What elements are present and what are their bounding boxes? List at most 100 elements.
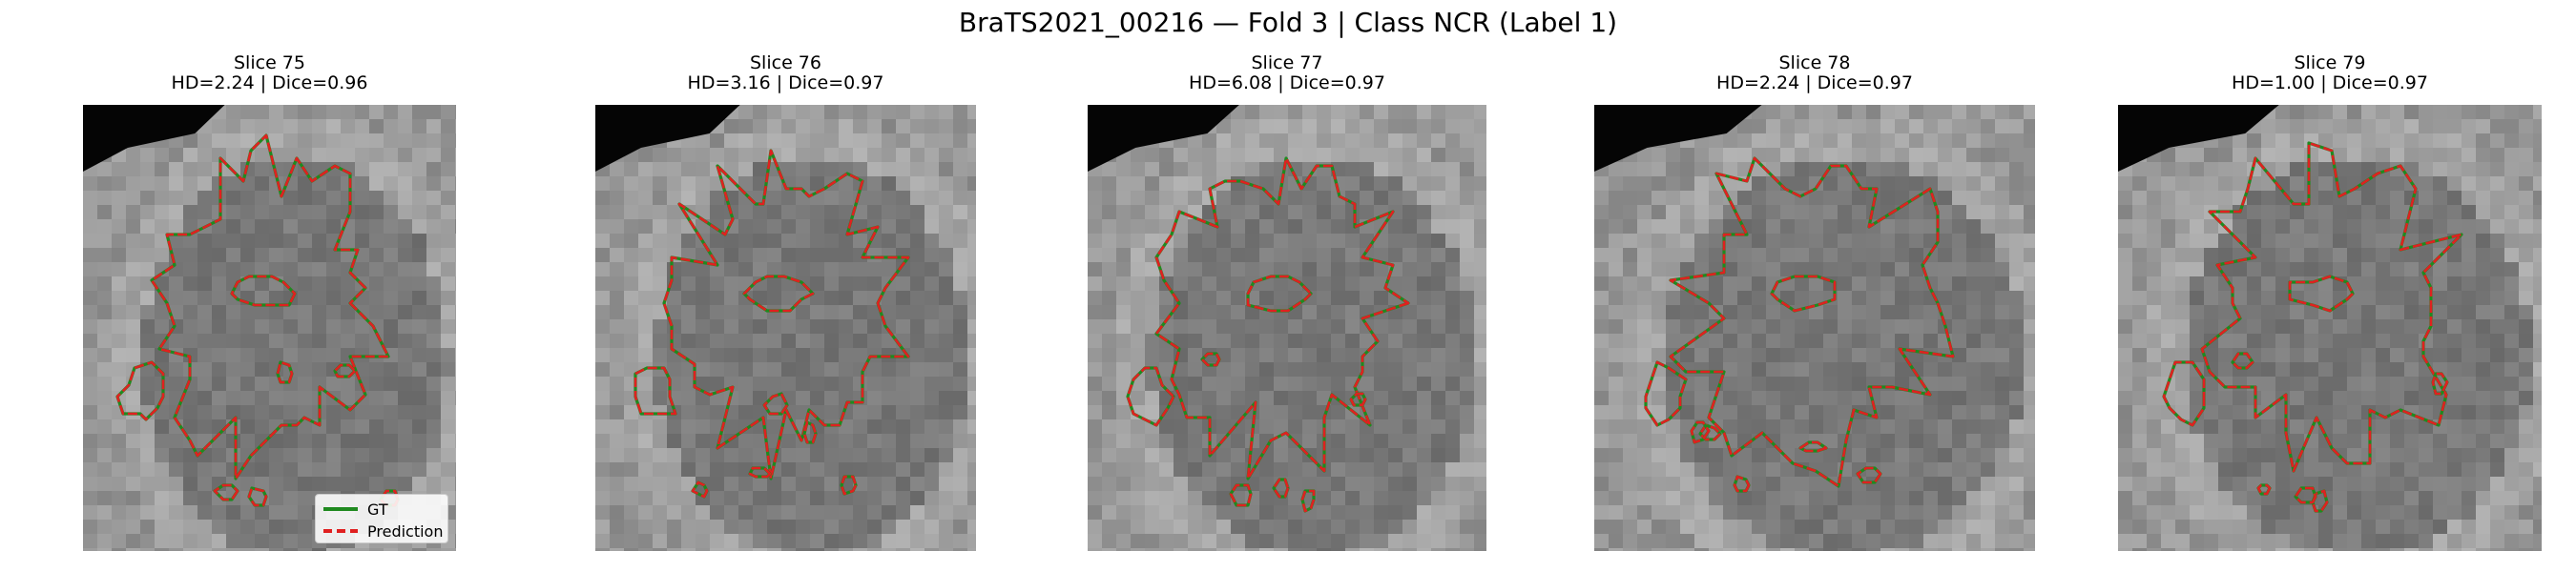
image-pixel: [1652, 348, 1666, 362]
image-pixel: [1795, 276, 1809, 291]
image-pixel: [1737, 348, 1752, 362]
image-pixel: [226, 505, 240, 520]
image-pixel: [1623, 276, 1637, 291]
image-pixel: [1666, 548, 1680, 551]
image-pixel: [1623, 162, 1637, 176]
image-pixel: [882, 477, 896, 491]
image-pixel: [1909, 305, 1923, 319]
image-pixel: [1245, 162, 1259, 176]
image-pixel: [412, 234, 426, 248]
image-pixel: [1909, 334, 1923, 348]
image-pixel: [853, 262, 867, 276]
image-pixel: [384, 477, 398, 491]
image-pixel: [269, 434, 283, 448]
image-pixel: [1417, 248, 1431, 262]
image-pixel: [724, 162, 738, 176]
image-pixel: [1995, 176, 2009, 191]
image-pixel: [853, 348, 867, 362]
image-pixel: [1952, 291, 1966, 305]
image-pixel: [1680, 391, 1694, 405]
mri-slice-with-contours: [1594, 105, 2035, 551]
image-pixel: [2462, 334, 2476, 348]
image-pixel: [355, 105, 369, 119]
image-pixel: [2376, 319, 2390, 334]
image-pixel: [1995, 377, 2009, 391]
slice-title: Slice 78: [1778, 52, 1851, 73]
image-pixel: [2447, 362, 2462, 377]
image-pixel: [140, 291, 155, 305]
image-pixel: [1145, 377, 1159, 391]
image-pixel: [2009, 477, 2024, 491]
image-pixel: [896, 434, 910, 448]
image-pixel: [1317, 319, 1331, 334]
image-pixel: [1666, 191, 1680, 205]
image-pixel: [197, 176, 212, 191]
image-pixel: [1838, 334, 1852, 348]
image-pixel: [312, 434, 326, 448]
image-pixel: [2404, 377, 2419, 391]
image-pixel: [2024, 119, 2035, 133]
image-pixel: [1938, 520, 1952, 534]
image-pixel: [1895, 548, 1909, 551]
image-pixel: [910, 491, 924, 505]
image-pixel: [1866, 148, 1880, 162]
image-pixel: [1102, 234, 1116, 248]
image-pixel: [2318, 234, 2333, 248]
image-pixel: [1594, 534, 1609, 548]
image-pixel: [1895, 405, 1909, 419]
image-pixel: [283, 477, 298, 491]
image-pixel: [326, 133, 341, 148]
image-pixel: [839, 291, 853, 305]
image-pixel: [1923, 520, 1938, 534]
image-pixel: [1737, 391, 1752, 405]
image-pixel: [2204, 191, 2218, 205]
image-pixel: [1116, 377, 1131, 391]
image-pixel: [2333, 419, 2347, 434]
image-pixel: [1966, 334, 1981, 348]
image-pixel: [610, 162, 624, 176]
image-pixel: [1188, 162, 1202, 176]
prediction-contour: [2231, 352, 2254, 370]
image-pixel: [2247, 133, 2261, 148]
image-pixel: [155, 462, 169, 477]
image-pixel: [2233, 262, 2247, 276]
image-pixel: [2175, 348, 2190, 362]
image-pixel: [1623, 477, 1637, 491]
image-pixel: [1909, 434, 1923, 448]
image-pixel: [1838, 305, 1852, 319]
image-pixel: [1202, 548, 1216, 551]
image-pixel: [326, 105, 341, 119]
image-pixel: [1245, 334, 1259, 348]
image-pixel: [1852, 448, 1866, 462]
image-pixel: [2261, 234, 2275, 248]
image-pixel: [212, 534, 226, 548]
image-pixel: [1288, 548, 1302, 551]
image-pixel: [1417, 405, 1431, 419]
image-pixel: [824, 205, 839, 219]
image-pixel: [1417, 148, 1431, 162]
image-pixel: [2447, 520, 2462, 534]
image-pixel: [2376, 262, 2390, 276]
image-pixel: [1374, 362, 1388, 377]
image-pixel: [126, 548, 140, 551]
image-pixel: [269, 348, 283, 362]
image-pixel: [312, 234, 326, 248]
image-pixel: [1594, 391, 1609, 405]
image-pixel: [1131, 334, 1145, 348]
image-pixel: [1188, 491, 1202, 505]
image-pixel: [1317, 119, 1331, 133]
image-pixel: [1102, 291, 1116, 305]
image-pixel: [1852, 377, 1866, 391]
image-pixel: [2433, 534, 2447, 548]
image-pixel: [1966, 462, 1981, 477]
image-pixel: [696, 548, 710, 551]
image-pixel: [2361, 148, 2376, 162]
image-pixel: [1823, 248, 1838, 262]
image-pixel: [2261, 462, 2275, 477]
image-pixel: [2304, 520, 2318, 534]
image-pixel: [2533, 548, 2542, 551]
image-pixel: [1938, 219, 1952, 234]
image-pixel: [355, 362, 369, 377]
image-pixel: [1909, 119, 1923, 133]
image-pixel: [2533, 162, 2542, 176]
